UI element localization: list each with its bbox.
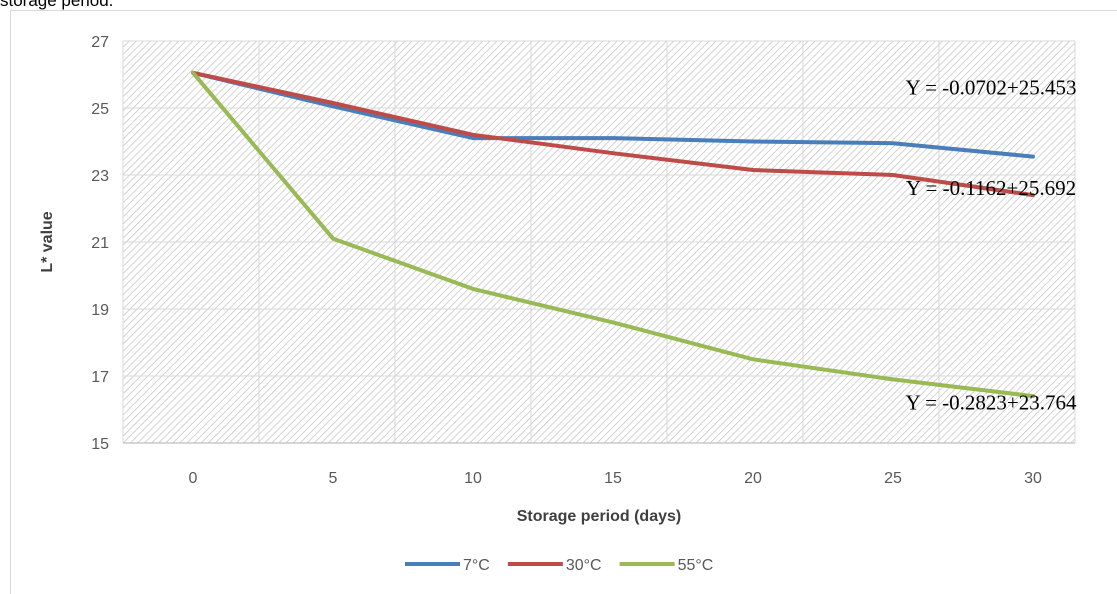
legend-label: 55°C <box>678 557 714 574</box>
equation-label: Y = -0.0702+25.453 <box>905 76 1076 100</box>
legend-label: 30°C <box>566 557 602 574</box>
x-tick-label: 0 <box>189 470 198 487</box>
x-tick-label: 10 <box>464 470 482 487</box>
series-line <box>191 70 1035 159</box>
y-axis-title: L* value <box>39 211 56 272</box>
y-tick-label: 21 <box>91 235 109 252</box>
x-tick-label: 5 <box>329 470 338 487</box>
x-axis-title: Storage period (days) <box>517 508 681 525</box>
legend: 7°C 30°C 55°C <box>405 557 713 574</box>
x-tick-label: 25 <box>884 470 902 487</box>
equation-label: Y = -0.1162+25.692 <box>906 176 1076 200</box>
x-tick-label: 15 <box>604 470 622 487</box>
y-tick-label: 23 <box>91 168 109 185</box>
y-tick-label: 17 <box>91 369 109 386</box>
y-tick-label: 25 <box>91 101 109 118</box>
series-lines <box>191 70 1035 399</box>
series-line <box>191 70 1035 399</box>
series-line <box>191 70 1035 198</box>
equation-label: Y = -0.2823+23.764 <box>905 391 1077 415</box>
y-tick-label: 15 <box>91 436 109 453</box>
caption-fragment: storage period. <box>0 0 114 10</box>
equation-annotations: Y = -0.0702+25.453 Y = -0.1162+25.692 Y = … <box>905 76 1077 415</box>
y-tick-label: 27 <box>91 34 109 51</box>
x-tick-label: 30 <box>1024 470 1042 487</box>
legend-label: 7°C <box>463 557 490 574</box>
x-tick-labels: 0 5 10 15 20 25 30 <box>189 470 1042 487</box>
x-tick-label: 20 <box>744 470 762 487</box>
chart-frame <box>10 10 1117 594</box>
y-tick-label: 19 <box>91 302 109 319</box>
gridlines <box>122 40 1076 444</box>
y-tick-labels: 15 17 19 21 23 25 27 <box>91 34 109 453</box>
